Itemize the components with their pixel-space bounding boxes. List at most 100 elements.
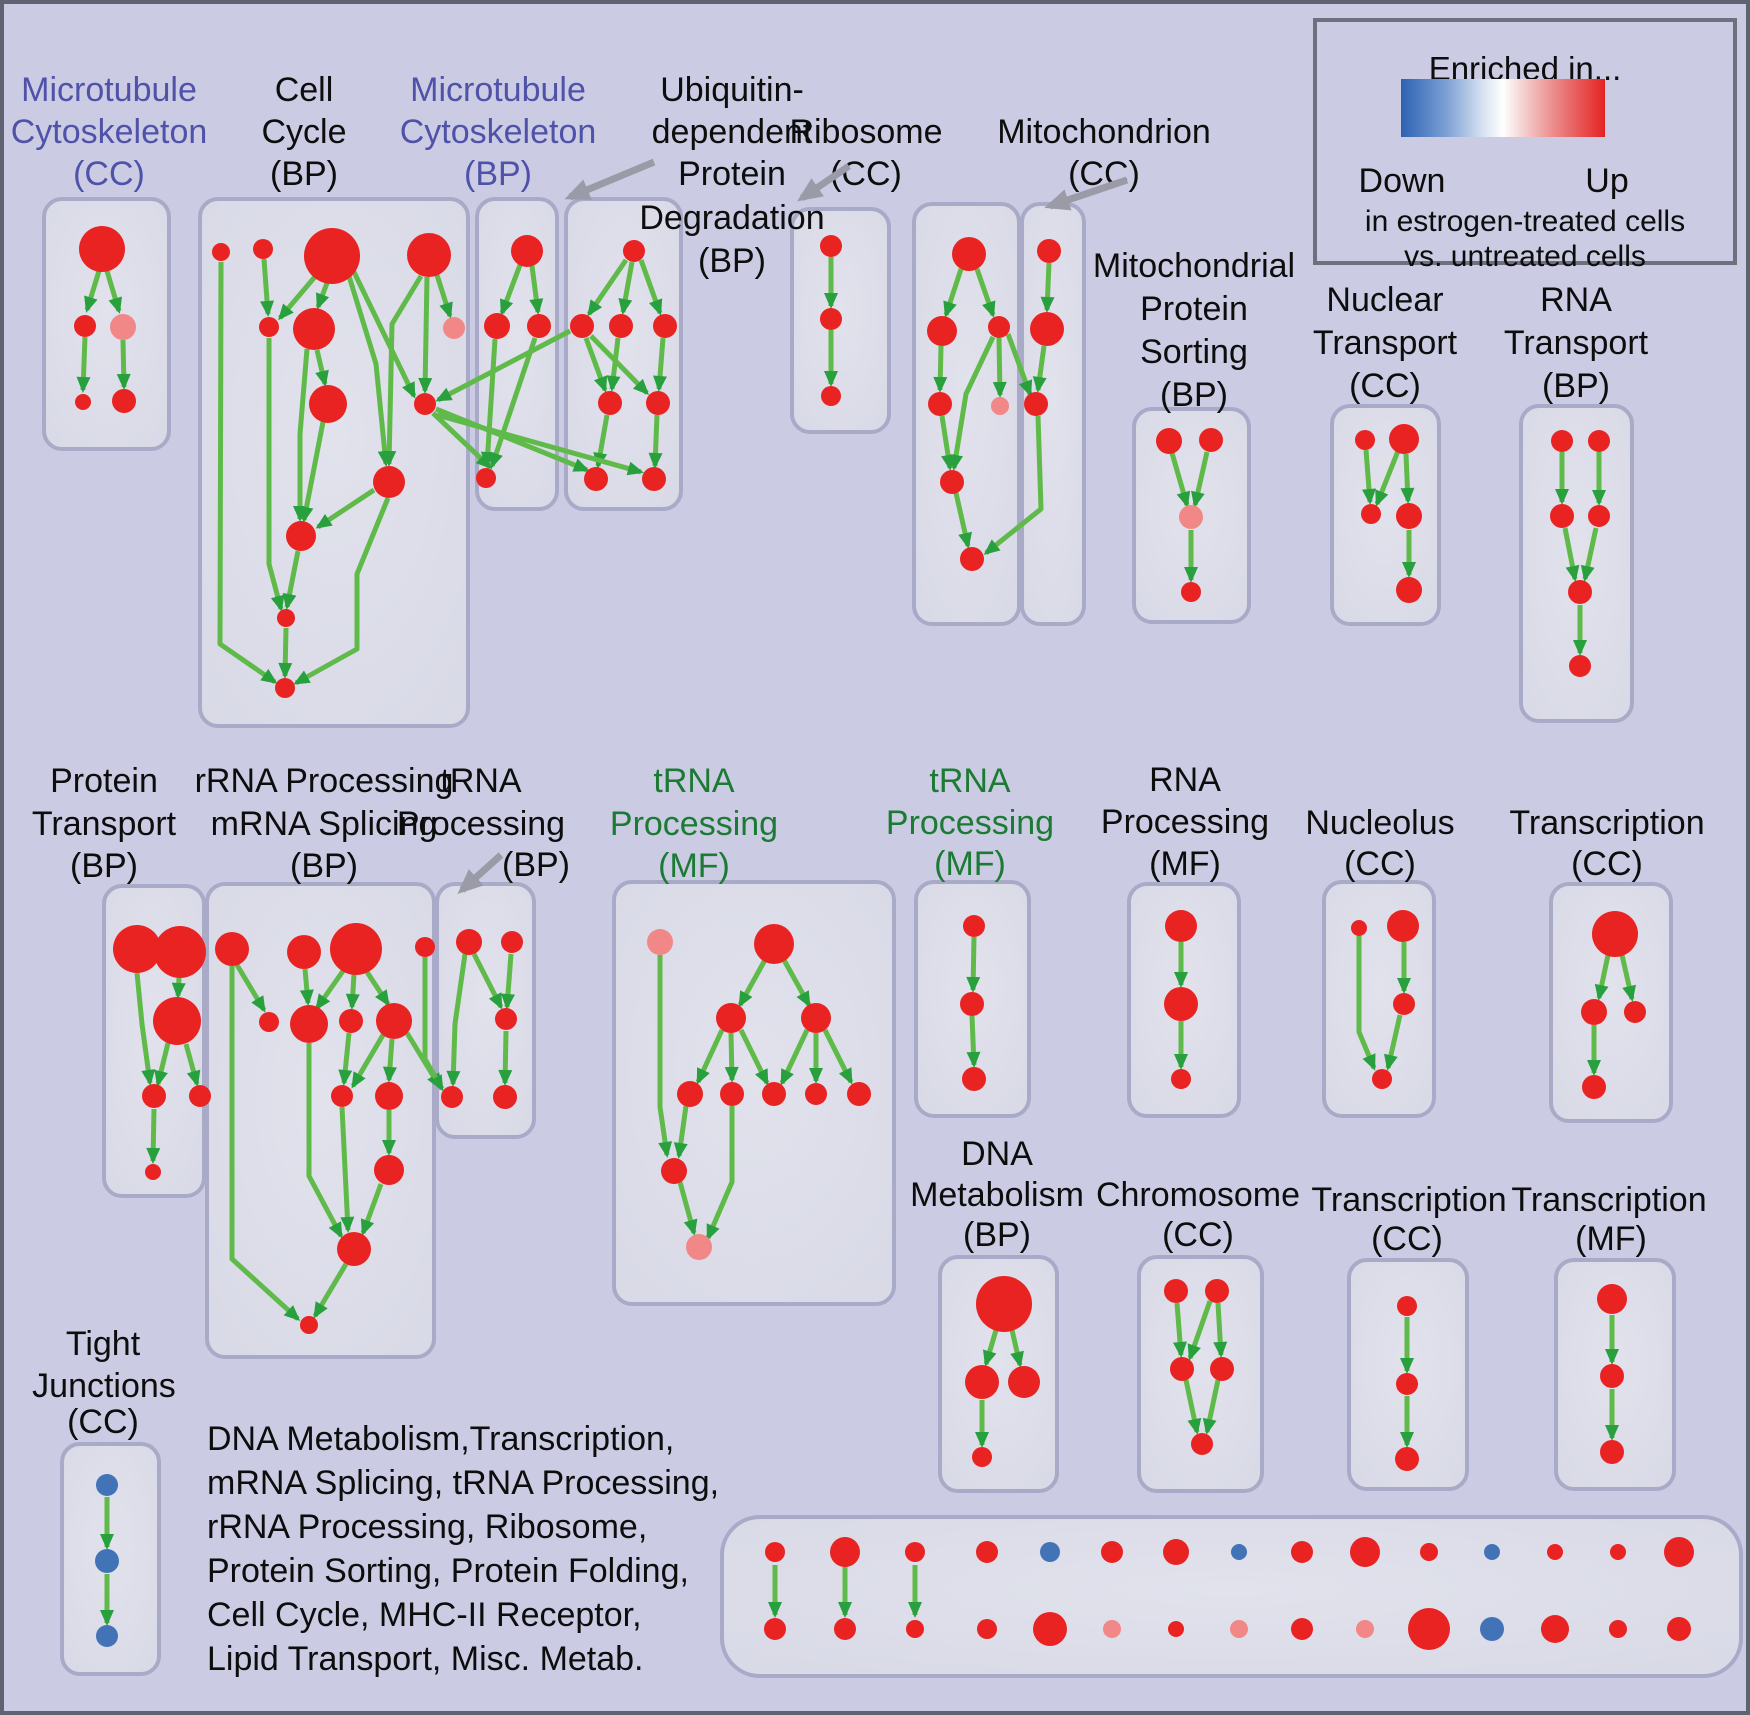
nuclear-transport-cc-label: Transport [1313,324,1458,362]
ubiquitin-degradation-bp-label: (BP) [698,242,766,280]
edge-arrow [471,952,504,1010]
go-term-node [820,235,842,257]
edge-arrow [382,1038,397,1083]
go-term-node [96,1474,118,1496]
go-term-node [1163,1539,1189,1565]
go-term-node [960,992,984,1016]
go-term-node [1165,910,1197,942]
go-term-node [1030,312,1064,346]
go-term-node [764,1618,786,1640]
go-term-node [1551,430,1573,452]
go-term-node [110,314,136,340]
go-term-node [821,386,841,406]
go-term-node [1597,1284,1627,1314]
go-term-node [330,923,382,975]
go-term-node [142,1084,166,1108]
go-term-node [374,1155,404,1185]
edge-arrow [943,268,964,318]
go-term-node [407,233,451,277]
edge-arrow [446,953,468,1087]
edge-arrow [529,265,544,315]
edge-arrow [382,274,424,467]
edge-arrow [422,957,445,1092]
edge-arrow [306,1043,344,1239]
go-term-node [623,240,645,262]
go-term-node [1600,1440,1624,1464]
go-term-node [456,929,482,955]
edge-arrow [435,328,572,403]
edge-arrow [418,276,433,394]
go-term-node [963,915,985,937]
go-term-node [972,1447,992,1467]
edge-arrow [949,335,996,471]
edge-arrow [154,1042,171,1087]
go-term-node [331,1085,353,1107]
go-term-node [677,1081,703,1107]
microtubule-cytoskeleton-bp-label: Cytoskeleton [400,113,597,151]
edge-arrow [724,1032,739,1083]
go-term-node [304,228,360,284]
go-term-node [375,1082,403,1110]
edge-arrow [360,1183,384,1236]
edge-arrow [1183,1379,1202,1435]
edge-arrow [779,1028,810,1086]
edge-arrow [104,270,122,314]
rrna-processing-mrna-splicing-bp-label: mRNA Splicing [211,805,438,843]
go-term-node [414,393,436,415]
edge-arrow [738,1028,770,1086]
go-term-node [1395,1447,1419,1471]
go-term-node [716,1003,746,1033]
ubiquitin-degradation-bp-label: dependent [652,113,813,151]
go-term-node [1569,655,1591,677]
edge-arrow [966,936,981,993]
edge-arrow [1400,453,1415,504]
misc-clusters-text-line: mRNA Splicing, tRNA Processing, [207,1464,719,1502]
edge-arrow [299,421,326,523]
edge-arrow [1009,1329,1024,1368]
edge-arrow [500,953,515,1010]
go-term-node [801,1003,831,1033]
go-term-node [339,1009,363,1033]
go-term-node [661,1158,687,1184]
edge-arrow [134,972,156,1086]
go-term-node [290,1005,328,1043]
go-term-node [1480,1617,1504,1641]
go-term-node [1230,1620,1248,1638]
protein-transport-bp-label: Protein [50,762,158,800]
trna-processing-mf-2-label: tRNA [929,762,1011,800]
cluster-box-ubiquitin-degradation-bp [564,197,683,511]
edge-arrow [171,977,186,999]
go-term-node [1568,580,1592,604]
nuclear-transport-cc-label: (CC) [1349,367,1421,405]
edge-arrow [1562,527,1580,582]
edge-arrow [1384,1014,1403,1071]
go-term-node [762,1082,786,1106]
go-term-node [441,1086,463,1108]
go-term-node [1389,424,1419,454]
go-term-node [74,315,96,337]
go-term-node [1101,1541,1123,1563]
go-term-node [484,313,510,339]
go-term-node [337,1232,371,1266]
go-term-node [1664,1537,1694,1567]
cluster-box-transcription-cc-mid [1549,882,1673,1123]
go-term-node [259,317,279,337]
tight-junctions-cc-label: (CC) [67,1403,139,1441]
edge-arrow [282,550,301,610]
legend-color-gradient-bar [1401,79,1605,137]
go-term-node [1351,920,1367,936]
go-term-node [940,470,964,494]
go-term-node [1610,1544,1626,1560]
go-term-node [259,1012,279,1032]
legend-caption-line1: in estrogen-treated cells [1364,205,1686,238]
misc-clusters-text-line: Lipid Transport, Misc. Metab. [207,1640,644,1678]
go-term-node [1396,1373,1418,1395]
tight-junctions-cc-label: Junctions [32,1367,176,1405]
dna-metabolism-bp-label: (BP) [963,1216,1031,1254]
transcription-mf-label: Transcription [1511,1181,1706,1219]
microtubule-cytoskeleton-cc-label: (CC) [73,155,145,193]
go-term-node [1372,1069,1392,1089]
edge-arrow [350,1033,386,1089]
go-term-node [1024,392,1048,416]
go-term-node [511,235,543,267]
